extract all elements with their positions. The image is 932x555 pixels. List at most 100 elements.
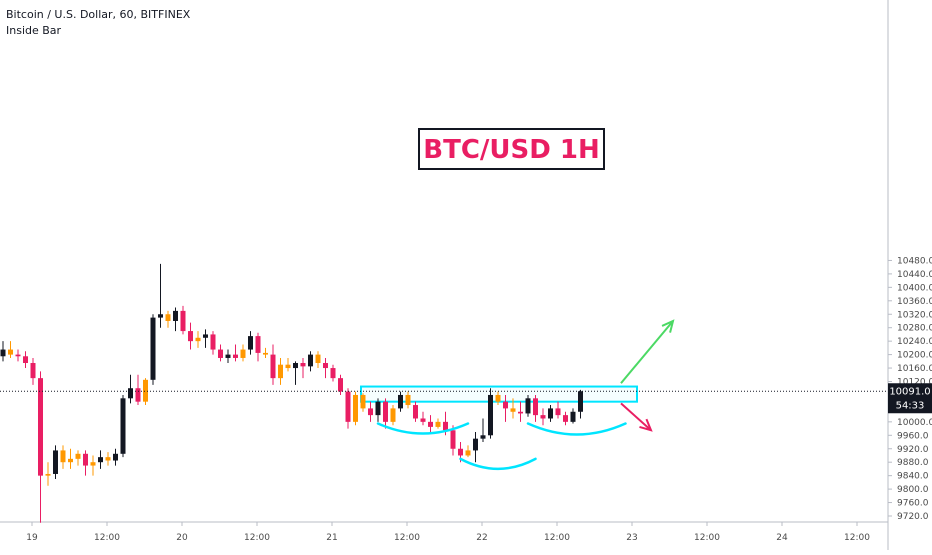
candle-body xyxy=(278,364,283,379)
price-tick-label: 10000.0 xyxy=(897,418,932,428)
candle-body xyxy=(443,421,448,431)
candle-body xyxy=(518,411,523,414)
candle-body xyxy=(120,398,126,454)
candle-body xyxy=(488,394,493,436)
candle-body xyxy=(435,421,441,427)
time-tick-label: 19 xyxy=(26,533,38,543)
price-tick-label: 9760.0 xyxy=(897,499,929,509)
candle-body xyxy=(240,349,246,358)
time-tick-label: 20 xyxy=(176,533,188,543)
candle-body xyxy=(45,473,51,476)
time-tick-label: 23 xyxy=(626,533,637,543)
time-tick-label: 12:00 xyxy=(544,533,570,543)
price-tick-label: 9800.0 xyxy=(897,485,929,495)
candle-body xyxy=(83,453,88,466)
price-tick-label: 9840.0 xyxy=(897,472,929,482)
left-shoulder-arc xyxy=(376,422,470,435)
candle-body xyxy=(23,356,28,364)
candle-body xyxy=(90,462,96,466)
candle-body xyxy=(270,354,276,379)
price-tick-label: 9880.0 xyxy=(897,458,929,468)
time-tick-label: 21 xyxy=(326,533,337,543)
candle-body xyxy=(203,334,208,338)
candle-body xyxy=(210,334,216,350)
candle-body xyxy=(60,450,66,463)
price-tick-label: 10280.0 xyxy=(897,324,932,334)
candle-body xyxy=(218,349,223,358)
candle-body xyxy=(53,450,58,474)
chart-legend: Bitcoin / U.S. Dollar, 60, BITFINEX Insi… xyxy=(6,7,190,39)
price-tick-label: 10320.0 xyxy=(897,310,932,320)
chart-title: BTC/USD 1H xyxy=(423,135,599,165)
candle-body xyxy=(8,349,13,355)
candle-body xyxy=(293,363,298,369)
last-price-value: 10091.0 xyxy=(889,386,930,397)
candle-body xyxy=(143,379,148,402)
price-tick-label: 10440.0 xyxy=(897,270,932,280)
candle-body xyxy=(420,418,426,422)
candle-body xyxy=(173,310,178,321)
candle-body xyxy=(188,331,193,342)
time-tick-label: 12:00 xyxy=(394,533,420,543)
price-tick-label: 10400.0 xyxy=(897,283,932,293)
time-tick-label: 12:00 xyxy=(694,533,720,543)
time-tick-label: 22 xyxy=(476,533,487,543)
candle-body xyxy=(338,378,343,392)
candle-body xyxy=(540,415,546,419)
candle-body xyxy=(195,337,201,342)
countdown-timer: 54:33 xyxy=(896,400,925,411)
candle-body xyxy=(353,394,358,422)
candle-body xyxy=(150,317,156,380)
candle-body xyxy=(510,408,516,412)
candle-body xyxy=(383,401,388,422)
time-tick-label: 12:00 xyxy=(244,533,270,543)
candle-body xyxy=(578,391,583,412)
candle-body xyxy=(390,408,396,422)
candle-body xyxy=(548,408,553,419)
candle-body xyxy=(30,363,36,379)
candle-body xyxy=(480,435,486,439)
candle-body xyxy=(113,453,118,461)
candle-body xyxy=(15,354,21,357)
candle-body xyxy=(555,408,561,416)
price-tick-label: 10160.0 xyxy=(897,364,932,374)
candle-body xyxy=(465,450,471,456)
candle-body xyxy=(180,310,186,332)
candle-body xyxy=(105,457,111,461)
indicator-label: Inside Bar xyxy=(6,24,62,37)
candle-body xyxy=(263,352,268,355)
candle-body xyxy=(495,394,501,402)
candle-body xyxy=(405,394,411,406)
down-arrow-shaft xyxy=(620,402,652,432)
candle-body xyxy=(413,405,418,419)
candle-body xyxy=(450,430,456,449)
candle-body xyxy=(255,336,261,353)
candle-body xyxy=(68,458,73,463)
candle-body xyxy=(473,438,478,451)
candle-body xyxy=(458,448,463,456)
time-tick-label: 12:00 xyxy=(94,533,120,543)
candle-body xyxy=(165,314,171,321)
price-tick-label: 10360.0 xyxy=(897,297,932,307)
price-tick-label: 9920.0 xyxy=(897,445,929,455)
candle-body xyxy=(330,368,336,379)
head-arc xyxy=(459,457,537,471)
last-price-tag xyxy=(888,383,932,414)
candle-body xyxy=(503,401,508,409)
candle-body xyxy=(375,401,381,416)
candle-body xyxy=(368,408,373,416)
price-tick-label: 9720.0 xyxy=(897,512,929,522)
symbol-line: Bitcoin / U.S. Dollar, 60, BITFINEX xyxy=(6,8,191,21)
up-arrow-shaft xyxy=(620,320,674,384)
candle-body xyxy=(398,394,403,409)
time-tick-label: 12:00 xyxy=(844,533,870,543)
candle-body xyxy=(345,391,351,422)
candle-body xyxy=(525,398,531,414)
candle-body xyxy=(308,354,313,367)
price-tick-label: 10200.0 xyxy=(897,351,932,361)
candle-body xyxy=(128,388,133,399)
candle-body xyxy=(428,421,433,427)
candle-body xyxy=(158,314,163,318)
